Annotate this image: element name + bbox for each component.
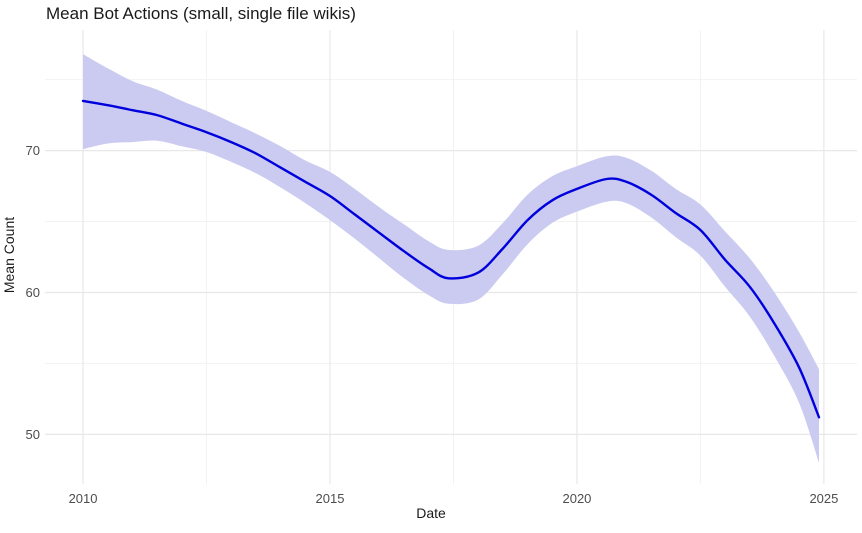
- confidence-ribbon: [83, 54, 819, 463]
- x-tick-labels: 2010 2015 2020 2025: [69, 491, 839, 506]
- y-tick-label: 70: [26, 143, 40, 158]
- x-tick-label: 2010: [69, 491, 98, 506]
- major-gridlines: [45, 30, 857, 484]
- x-tick-label: 2015: [316, 491, 345, 506]
- trend-line: [81, 99, 821, 419]
- x-axis-title: Date: [416, 505, 446, 521]
- plot-title: Mean Bot Actions (small, single file wik…: [46, 4, 356, 23]
- y-axis-title: Mean Count: [1, 216, 17, 294]
- y-tick-labels: 50 60 70: [26, 143, 40, 442]
- x-tick-label: 2025: [809, 491, 838, 506]
- y-tick-label: 50: [26, 427, 40, 442]
- y-tick-label: 60: [26, 285, 40, 300]
- x-tick-label: 2020: [562, 491, 591, 506]
